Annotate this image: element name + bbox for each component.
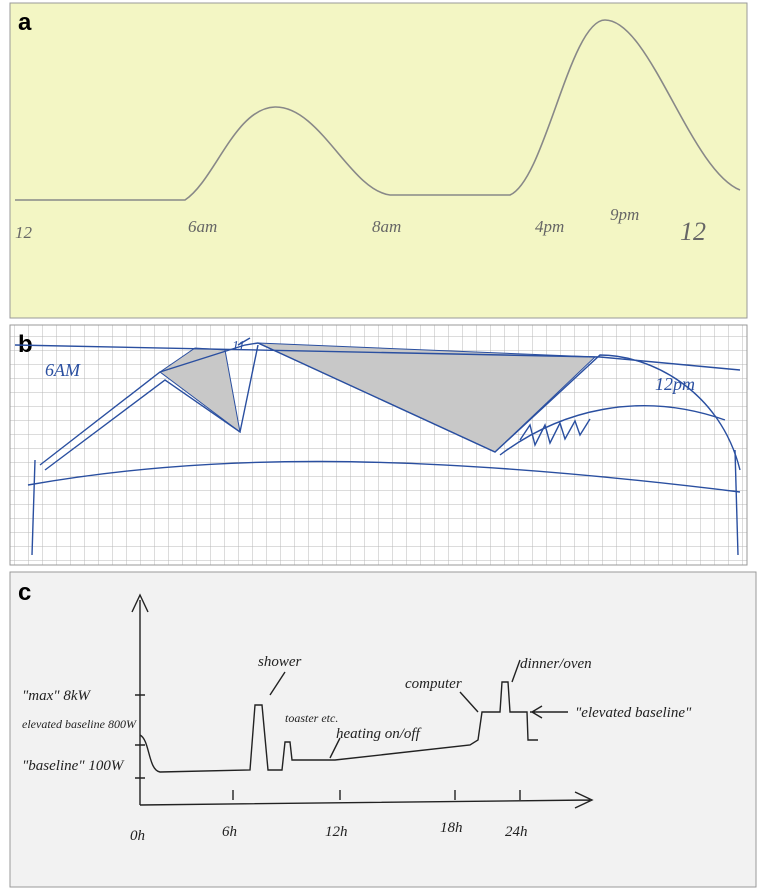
sketch-axes — [131, 593, 594, 809]
time-label: 0h — [130, 828, 145, 844]
sketch-label: 11 — [232, 339, 245, 354]
annotation: "elevated baseline" — [575, 705, 692, 721]
annotation: dinner/oven — [520, 656, 592, 672]
axis-annotation: "max" 8kW — [22, 688, 91, 704]
panel-label: a — [18, 9, 32, 36]
sketch-label: 6AM — [45, 360, 81, 380]
time-label: 9pm — [610, 205, 639, 224]
time-label: 12h — [325, 824, 348, 840]
time-label: 24h — [505, 824, 528, 840]
time-label: 12 — [680, 217, 706, 246]
time-label: 6am — [188, 217, 217, 236]
time-label: 12 — [15, 223, 33, 242]
sketch-label: 12pm — [655, 374, 695, 394]
time-label: 4pm — [535, 217, 564, 236]
panel-a: a 12 6am 8am 4pm 9pm 12 — [9, 2, 748, 319]
annotation: computer — [405, 676, 462, 692]
axis-annotation: elevated baseline 800W — [22, 717, 137, 731]
panel-c: c shower toaster etc. heating on/off com… — [9, 571, 757, 888]
panel-label: c — [18, 579, 31, 606]
time-label: 6h — [222, 824, 237, 840]
panel-frame — [9, 2, 748, 319]
time-label: 8am — [372, 217, 401, 236]
panel-b: b 6AM 11 12pm — [9, 324, 748, 566]
annotation: shower — [258, 654, 302, 670]
sketch-lines — [14, 337, 741, 556]
annotation: heating on/off — [336, 726, 422, 742]
panel-label: b — [18, 331, 33, 358]
annotation: toaster etc. — [285, 711, 338, 725]
sketch-curve — [15, 19, 741, 201]
axis-annotation: "baseline" 100W — [22, 758, 125, 774]
time-label: 18h — [440, 820, 463, 836]
panel-frame — [9, 571, 757, 888]
